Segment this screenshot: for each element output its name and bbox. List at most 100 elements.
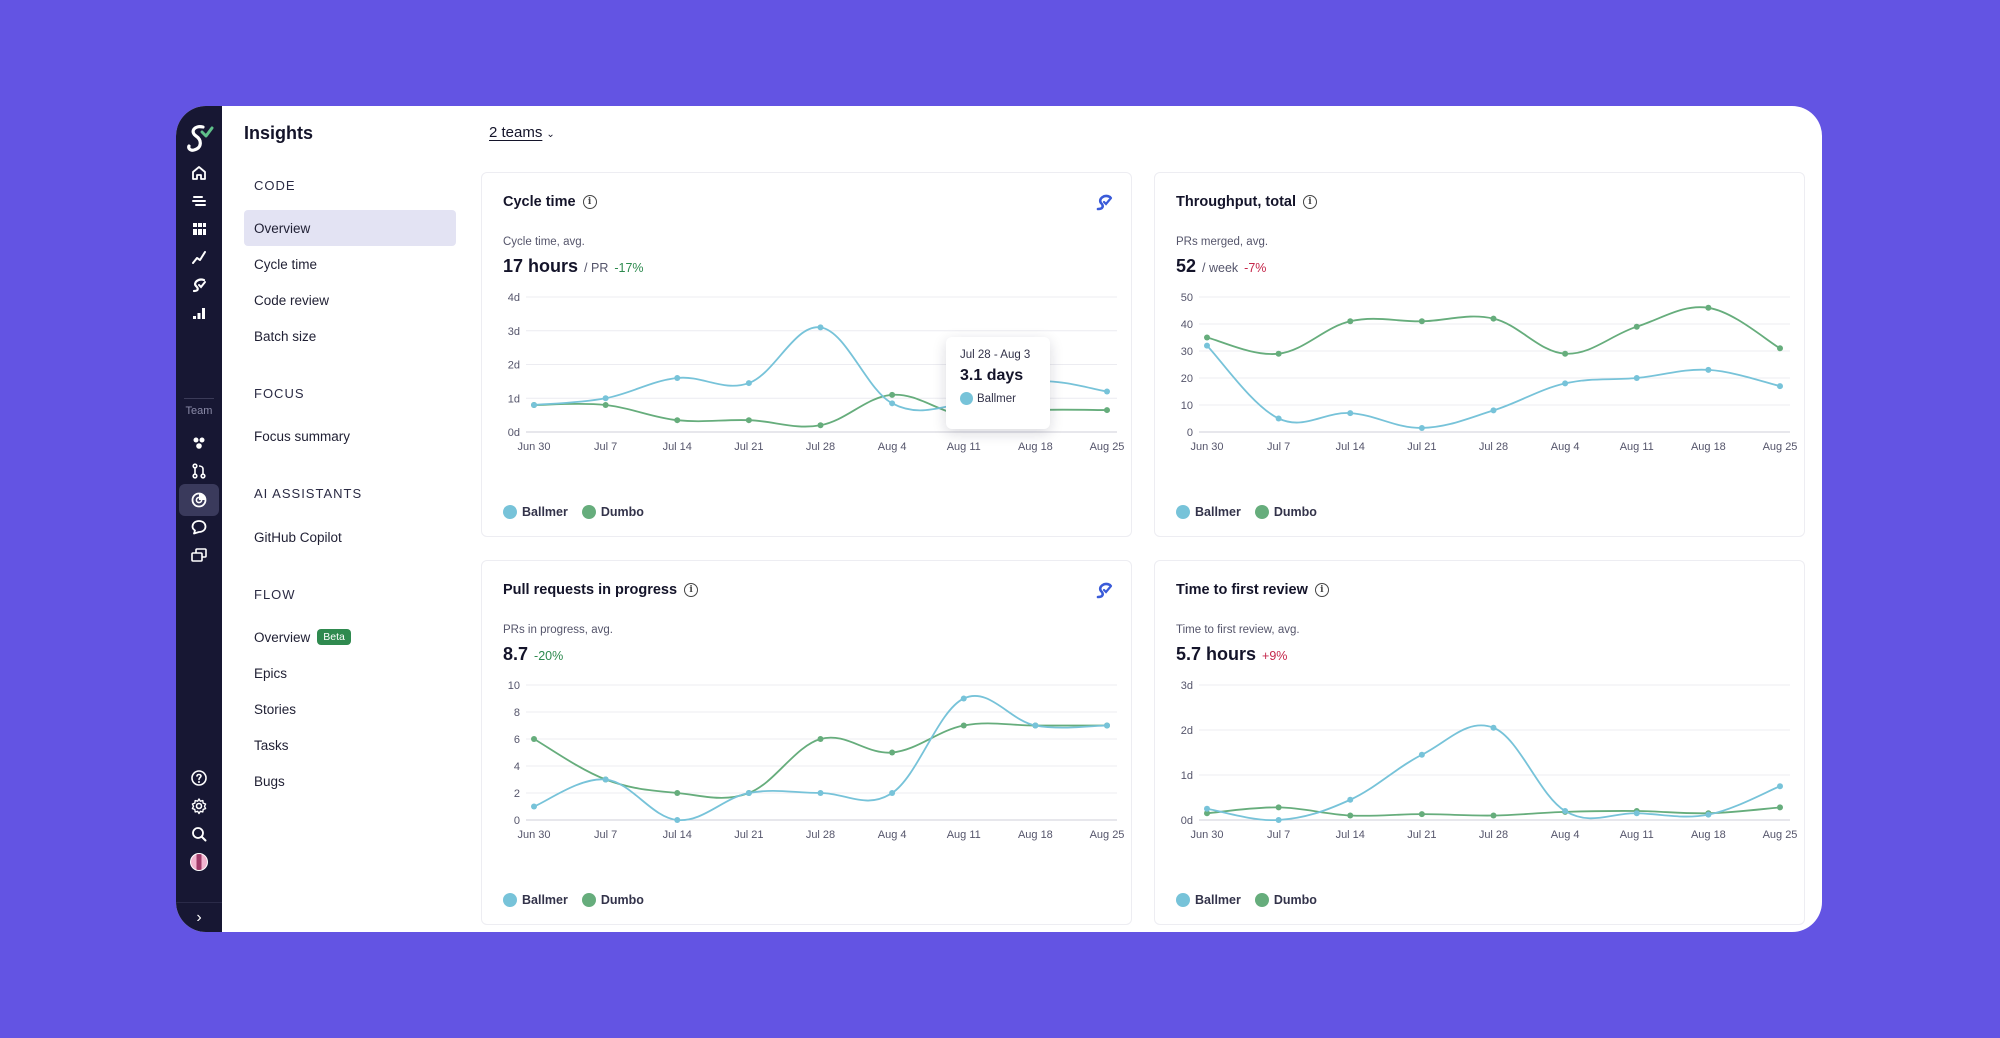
x-tick-label: Aug 11	[947, 829, 981, 841]
data-point-dumbo	[1490, 315, 1497, 322]
nav-item-bugs[interactable]: Bugs	[254, 773, 285, 789]
chevron-down-icon: ⌄	[546, 129, 555, 140]
data-point-ballmer	[1032, 722, 1039, 729]
nav-item-label: Overview	[254, 629, 311, 645]
x-tick-label: Jul 28	[806, 441, 835, 453]
metric-change: -20%	[534, 649, 564, 663]
x-tick-label: Aug 25	[1763, 829, 1798, 841]
data-point-ballmer	[1633, 810, 1640, 817]
nav-item-tasks[interactable]: Tasks	[254, 737, 289, 753]
metric-unit: / PR	[584, 261, 609, 275]
metric-change: -17%	[614, 261, 644, 275]
legend-item-ballmer[interactable]: Ballmer	[1176, 893, 1241, 907]
data-point-dumbo	[1562, 350, 1569, 357]
metric-label: PRs in progress, avg.	[503, 624, 613, 636]
data-point-dumbo	[1204, 334, 1210, 341]
x-tick-label: Aug 18	[1691, 441, 1726, 453]
nav-item-stories[interactable]: Stories	[254, 701, 297, 717]
team-selector[interactable]: 2 teams ⌄	[489, 124, 555, 141]
y-tick-label: 3d	[508, 326, 520, 338]
info-icon[interactable]: i	[684, 583, 699, 597]
search-icon[interactable]	[185, 820, 213, 848]
y-tick-label: 0d	[1181, 815, 1193, 827]
legend-item-dumbo[interactable]: Dumbo	[581, 893, 644, 907]
data-point-ballmer	[1777, 383, 1783, 390]
metric-value: 52 / week -7%	[1176, 256, 1266, 277]
data-point-ballmer	[1204, 342, 1210, 349]
grid-icon[interactable]	[185, 215, 213, 243]
avatar[interactable]	[185, 848, 213, 876]
card-title: Time to first review i	[1176, 582, 1329, 598]
swarmia-badge-icon[interactable]	[1095, 193, 1113, 211]
info-icon[interactable]: i	[1314, 583, 1329, 597]
bars-icon[interactable]	[185, 299, 213, 327]
data-point-ballmer	[1104, 388, 1110, 395]
nav-item-cycle-time[interactable]: Cycle time	[254, 256, 318, 272]
nav-item-focus-summary[interactable]: Focus summary	[254, 428, 351, 444]
rail-divider	[184, 398, 214, 399]
x-tick-label: Aug 18	[1691, 829, 1726, 841]
y-tick-label: 4d	[508, 292, 520, 304]
team-selector-label: 2 teams	[489, 124, 543, 141]
trend-icon[interactable]	[185, 243, 213, 271]
swarmia-logo[interactable]	[184, 120, 214, 156]
chart-legend: Ballmer Dumbo	[1176, 893, 1317, 907]
nav-item-code-review[interactable]: Code review	[254, 292, 330, 308]
metric-value: 5.7 hours +9%	[1176, 644, 1287, 665]
info-icon[interactable]: i	[582, 195, 597, 209]
legend-item-dumbo[interactable]: Dumbo	[1254, 505, 1317, 519]
swarmia-icon[interactable]	[185, 271, 213, 299]
y-tick-label: 2d	[508, 360, 520, 372]
data-point-dumbo	[531, 736, 537, 742]
y-tick-label: 0	[1187, 427, 1193, 439]
people-icon[interactable]	[185, 429, 213, 457]
nav-item-overview[interactable]: Overview	[244, 210, 456, 246]
data-point-dumbo	[1418, 811, 1425, 818]
expand-icon[interactable]: ›	[176, 902, 222, 932]
legend-item-ballmer[interactable]: Ballmer	[503, 893, 568, 907]
prs-in-progress-card: Pull requests in progress i PRs in progr…	[481, 560, 1132, 925]
card-title: Throughput, total i	[1176, 194, 1317, 210]
y-tick-label: 2d	[1181, 725, 1193, 737]
x-tick-label: Jul 7	[1267, 829, 1290, 841]
legend-item-ballmer[interactable]: Ballmer	[503, 505, 568, 519]
series-line-ballmer	[1206, 724, 1781, 822]
stack-icon[interactable]	[185, 541, 213, 569]
metric-value: 17 hours / PR -17%	[503, 256, 644, 277]
nav-item-batch-size[interactable]: Batch size	[254, 328, 317, 344]
x-tick-label: Aug 4	[878, 829, 907, 841]
chat-icon[interactable]	[185, 513, 213, 541]
chart-tooltip: Jul 28 - Aug 3 3.1 days Ballmer	[946, 337, 1050, 429]
settings-icon[interactable]	[185, 792, 213, 820]
x-tick-label: Aug 18	[1018, 829, 1053, 841]
insights-icon[interactable]	[179, 484, 219, 516]
data-point-dumbo	[602, 402, 609, 408]
info-icon[interactable]: i	[1303, 195, 1317, 209]
x-tick-label: Jul 14	[663, 441, 692, 453]
x-tick-label: Aug 4	[1551, 829, 1580, 841]
swarmia-badge-icon[interactable]	[1095, 581, 1113, 599]
x-tick-label: Jul 14	[1336, 829, 1365, 841]
data-point-ballmer	[1204, 805, 1210, 812]
x-tick-label: Aug 11	[947, 441, 981, 453]
nav-item-flow-overview[interactable]: Overview Beta	[244, 619, 456, 655]
x-tick-label: Jun 30	[517, 441, 550, 453]
home-icon[interactable]	[185, 159, 213, 187]
pull-request-icon[interactable]	[185, 457, 213, 485]
legend-item-ballmer[interactable]: Ballmer	[1176, 505, 1241, 519]
data-point-dumbo	[1418, 318, 1425, 325]
data-point-dumbo	[1275, 350, 1282, 357]
list-icon[interactable]	[185, 187, 213, 215]
metric-change: -7%	[1244, 261, 1267, 275]
nav-item-epics[interactable]: Epics	[254, 665, 288, 681]
x-tick-label: Jul 28	[806, 829, 835, 841]
metric-number: 17 hours	[503, 256, 579, 276]
nav-item-github-copilot[interactable]: GitHub Copilot	[254, 529, 342, 545]
data-point-ballmer	[602, 776, 609, 783]
data-point-ballmer	[531, 402, 537, 408]
legend-item-dumbo[interactable]: Dumbo	[1254, 893, 1317, 907]
help-icon[interactable]	[185, 764, 213, 792]
data-point-dumbo	[889, 749, 896, 756]
legend-item-dumbo[interactable]: Dumbo	[581, 505, 644, 519]
data-point-ballmer	[1347, 796, 1354, 803]
